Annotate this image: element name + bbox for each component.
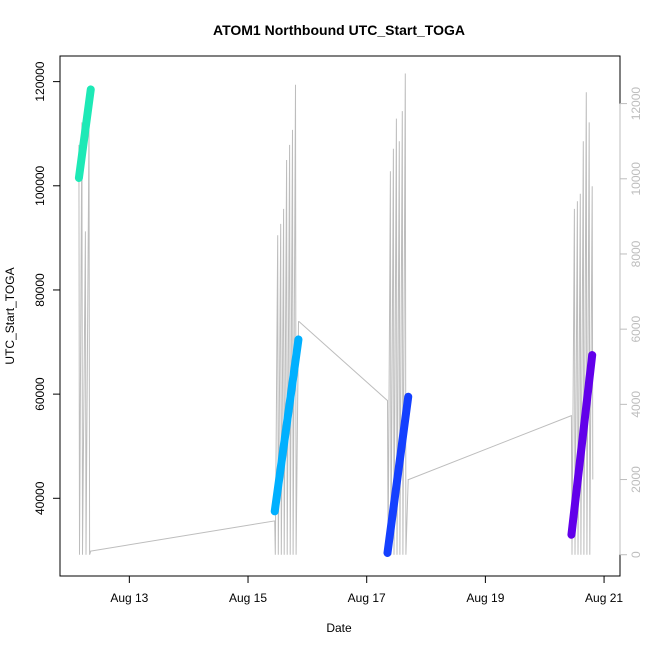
y-axis-label: UTC_Start_TOGA <box>3 267 17 364</box>
series-line-2 <box>270 335 303 516</box>
x-axis: Aug 13 Aug 15 Aug 17 Aug 19 Aug 21 <box>110 575 623 605</box>
series-group <box>74 85 597 557</box>
x-axis-label: Date <box>326 621 352 635</box>
y-tick-label: 60000 <box>33 377 47 411</box>
y-axis-left: 40000 60000 80000 100000 120000 <box>33 61 61 515</box>
series-line-4 <box>567 351 597 539</box>
background-line-group <box>78 73 594 555</box>
y-tick-label: 100000 <box>33 165 47 205</box>
x-tick-label: Aug 15 <box>229 591 267 605</box>
series-line-1 <box>74 85 95 182</box>
y-right-tick-label: 10000 <box>629 162 643 196</box>
y-right-tick-label: 12000 <box>629 87 643 121</box>
x-tick-label: Aug 17 <box>348 591 386 605</box>
y-right-tick-label: 6000 <box>629 316 643 343</box>
x-tick-label: Aug 19 <box>466 591 504 605</box>
series-line-3 <box>383 392 413 557</box>
plot-frame <box>59 55 621 577</box>
y-tick-label: 40000 <box>33 481 47 515</box>
y-right-tick-label: 2000 <box>629 466 643 493</box>
y-tick-label: 80000 <box>33 273 47 307</box>
y-right-tick-label: 4000 <box>629 391 643 418</box>
chart-title: ATOM1 Northbound UTC_Start_TOGA <box>213 22 465 38</box>
y-axis-right: 0 2000 4000 6000 8000 10000 12000 <box>619 87 643 558</box>
background-line <box>78 73 594 555</box>
y-right-tick-label: 0 <box>629 551 643 558</box>
x-tick-label: Aug 21 <box>585 591 623 605</box>
y-tick-label: 120000 <box>33 61 47 101</box>
x-tick-label: Aug 13 <box>110 591 148 605</box>
y-right-tick-label: 8000 <box>629 240 643 267</box>
